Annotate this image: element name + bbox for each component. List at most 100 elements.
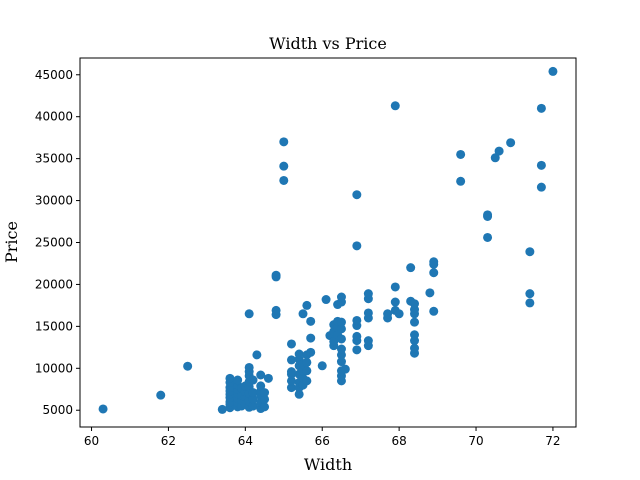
scatter-point	[336, 344, 346, 354]
scatter-point	[394, 309, 404, 319]
scatter-point	[352, 345, 362, 355]
scatter-point	[306, 347, 316, 357]
scatter-point	[410, 330, 420, 340]
scatter-point	[363, 308, 373, 318]
x-tick-label: 66	[315, 434, 330, 448]
scatter-point	[352, 315, 362, 325]
scatter-point	[256, 381, 266, 391]
scatter-point	[525, 247, 535, 257]
scatter-point	[321, 295, 331, 305]
scatter-point	[525, 298, 535, 308]
scatter-point	[340, 364, 350, 374]
scatter-point	[336, 357, 346, 367]
scatter-point	[336, 334, 346, 344]
scatter-point	[217, 404, 227, 414]
scatter-point	[302, 366, 312, 376]
scatter-point	[271, 270, 281, 280]
scatter-point	[425, 288, 435, 298]
scatter-point	[302, 357, 312, 367]
scatter-point	[336, 317, 346, 327]
scatter-point	[336, 292, 346, 302]
scatter-point	[302, 376, 312, 386]
scatter-point	[352, 331, 362, 341]
data-points	[98, 66, 558, 414]
scatter-point	[490, 153, 500, 163]
scatter-point	[225, 373, 235, 383]
scatter-point	[536, 160, 546, 170]
plot-frame	[79, 57, 577, 428]
x-tick-label: 62	[161, 434, 176, 448]
scatter-point	[494, 146, 504, 156]
scatter-point	[410, 343, 420, 353]
scatter-point	[286, 383, 296, 393]
scatter-point	[260, 402, 270, 412]
scatter-point	[252, 350, 262, 360]
y-axis-label: Price	[2, 221, 21, 263]
axis-ticks: 60 62 64 66 68 70 72 5000 10000 15000 20000 25000 30…	[35, 68, 561, 448]
scatter-point	[317, 361, 327, 371]
y-tick-label: 20000	[35, 277, 73, 291]
x-axis-label: Width	[304, 455, 352, 474]
y-tick-label: 35000	[35, 152, 73, 166]
chart-title: Width vs Price	[269, 34, 387, 53]
scatter-point	[294, 349, 304, 359]
scatter-point	[456, 149, 466, 159]
scatter-point	[306, 333, 316, 343]
scatter-point	[336, 324, 346, 334]
scatter-point	[98, 404, 108, 414]
scatter-point	[286, 376, 296, 386]
y-tick-label: 5000	[42, 403, 73, 417]
scatter-point	[263, 373, 273, 383]
scatter-point	[244, 309, 254, 319]
scatter-point	[483, 232, 493, 242]
scatter-point	[248, 388, 258, 398]
scatter-point	[233, 375, 243, 385]
scatter-point	[248, 375, 258, 385]
scatter-point	[279, 175, 289, 185]
scatter-point	[429, 306, 439, 316]
scatter-point	[302, 300, 312, 310]
scatter-point	[244, 362, 254, 372]
scatter-point	[410, 299, 420, 309]
scatter-point	[183, 361, 193, 371]
scatter-point	[286, 339, 296, 349]
scatter-point	[363, 289, 373, 299]
y-tick-label: 45000	[35, 68, 73, 82]
scatter-point	[536, 103, 546, 113]
y-tick-label: 15000	[35, 319, 73, 333]
x-tick-label: 60	[84, 434, 99, 448]
x-tick-label: 70	[468, 434, 483, 448]
scatter-point	[256, 370, 266, 380]
scatter-point	[298, 309, 308, 319]
scatter-point	[390, 101, 400, 111]
scatter-point	[329, 336, 339, 346]
scatter-point	[352, 190, 362, 200]
scatter-point	[456, 176, 466, 186]
scatter-point	[248, 394, 258, 404]
scatter-point	[390, 282, 400, 292]
scatter-point	[260, 388, 270, 398]
y-tick-label: 30000	[35, 194, 73, 208]
scatter-point	[363, 336, 373, 346]
scatter-point	[536, 182, 546, 192]
x-tick-label: 72	[545, 434, 560, 448]
scatter-point	[286, 367, 296, 377]
scatter-point	[294, 389, 304, 399]
scatter-point	[306, 316, 316, 326]
y-tick-label: 40000	[35, 110, 73, 124]
scatter-point	[390, 297, 400, 307]
scatter-point	[279, 161, 289, 171]
scatter-point	[429, 268, 439, 278]
scatter-point	[506, 138, 516, 148]
scatter-point	[429, 257, 439, 267]
scatter-point	[352, 241, 362, 251]
scatter-point	[483, 210, 493, 220]
scatter-point	[156, 390, 166, 400]
scatter-point	[410, 317, 420, 327]
scatter-point	[406, 263, 416, 273]
scatter-point	[260, 394, 270, 404]
y-tick-label: 25000	[35, 236, 73, 250]
scatter-point	[525, 289, 535, 299]
x-tick-label: 64	[238, 434, 253, 448]
